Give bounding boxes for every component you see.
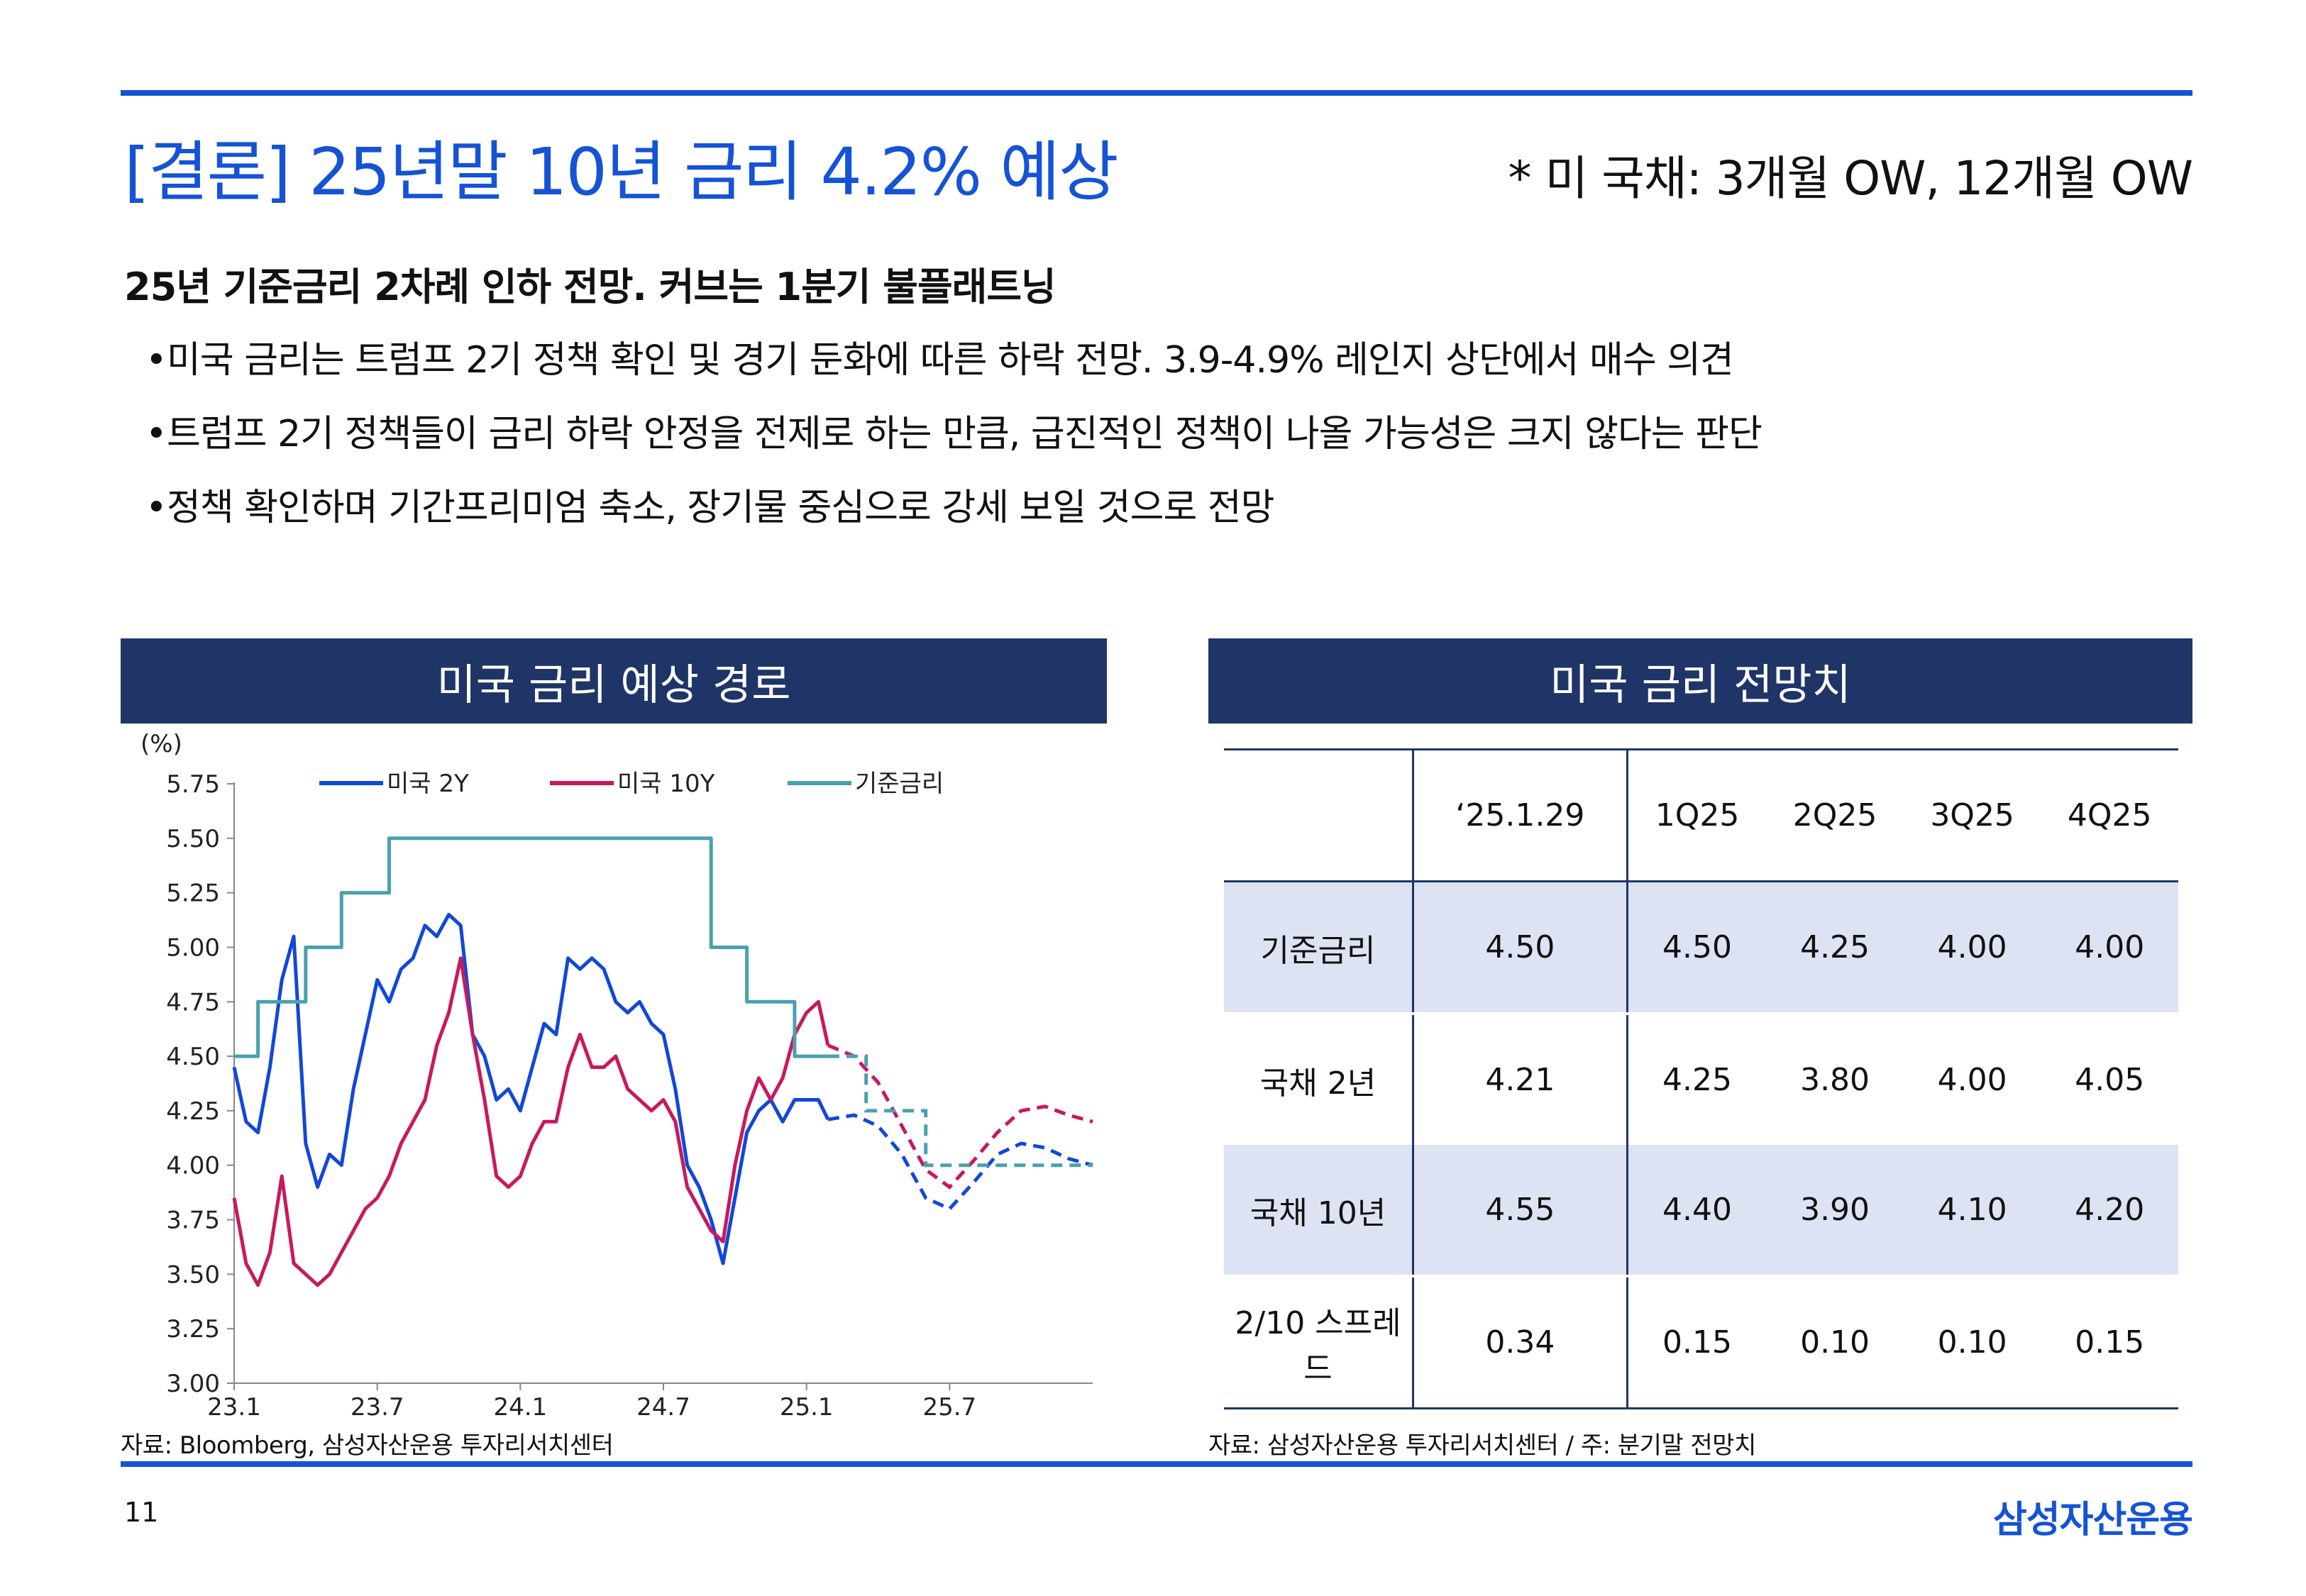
- table-cell: 4.25: [1766, 881, 1904, 1015]
- y-tick-label: 5.25: [166, 880, 220, 908]
- table-cell: 3.80: [1800, 1062, 1870, 1098]
- table-cell: 4.50: [1627, 881, 1767, 1015]
- column-header: ‘25.1.29: [1413, 748, 1628, 882]
- y-tick-label: 3.00: [166, 1370, 220, 1398]
- table-row: 기준금리 4.50 4.50 4.25 4.00 4.00: [1224, 881, 2178, 1015]
- series-forecast-line: [827, 1054, 1093, 1168]
- table-cell: 3.90: [1766, 1145, 1904, 1278]
- y-tick-label: 3.75: [166, 1207, 220, 1235]
- legend-label: 기준금리: [855, 770, 944, 798]
- table-panel-header: 미국 금리 전망치: [1208, 638, 2192, 724]
- table-row: 국채 2년 4.21 4.25 3.80 4.00 4.05: [1224, 1014, 2178, 1145]
- row-label: 기준금리: [1224, 881, 1414, 1015]
- table-cell: 4.50: [1413, 881, 1628, 1015]
- table-cell: 4.40: [1627, 1145, 1767, 1278]
- x-tick-label: 25.7: [922, 1393, 976, 1422]
- chart-legend: 미국 2Y 미국 10Y 기준금리: [319, 770, 944, 798]
- bullet-symbol: •: [145, 413, 167, 455]
- table-cell: 4.21: [1413, 1014, 1628, 1145]
- table-cell: 4.00: [1937, 1062, 2007, 1098]
- recommendation-note: * 미 국채: 3개월 OW, 12개월 OW: [1508, 151, 2193, 206]
- table-cell: 4.55: [1413, 1145, 1628, 1278]
- x-tick-label: 23.7: [351, 1393, 404, 1422]
- table-source: 자료: 삼성자산운용 투자리서치센터 / 주: 분기말 전망치: [1208, 1431, 1756, 1460]
- bullet-text: 미국 금리는 트럼프 2기 정책 확인 및 경기 둔화에 따른 하락 전망. 3…: [167, 339, 1734, 382]
- summary-subtitle: 25년 기준금리 2차례 인하 전망. 커브는 1분기 불플래트닝: [124, 265, 1057, 309]
- y-tick-label: 4.00: [166, 1152, 220, 1180]
- series-actual-line: [232, 956, 830, 1287]
- table-cell: 0.10: [1903, 1276, 2041, 1409]
- table-row: 2/10 스프레드 0.34 0.15 0.10 0.10 0.15: [1224, 1276, 2178, 1409]
- chart-panel-header: 미국 금리 예상 경로: [121, 638, 1107, 724]
- bullet-text: 정책 확인하며 기간프리미엄 축소, 장기물 중심으로 강세 보일 것으로 전망: [167, 487, 1274, 529]
- table-cell: 4.05: [2075, 1062, 2145, 1098]
- table-cell: 4.25: [1662, 1062, 1732, 1098]
- series-forecast-line: [827, 1113, 1093, 1212]
- y-tick-label: 5.75: [166, 770, 220, 799]
- row-label: 국채 10년: [1224, 1145, 1414, 1278]
- table-cell: 0.34: [1413, 1276, 1628, 1409]
- chart-lines: [232, 836, 1093, 1287]
- header-corner: [1224, 748, 1414, 882]
- table-cell: 4.10: [1903, 1145, 2041, 1278]
- series-actual-line: [232, 912, 830, 1265]
- page-title: [결론] 25년말 10년 금리 4.2% 예상: [124, 134, 1119, 210]
- y-axis-unit: (%): [140, 730, 182, 758]
- table-row: 국채 10년 4.55 4.40 3.90 4.10 4.20: [1224, 1145, 2178, 1278]
- bullet-item: •미국 금리는 트럼프 2기 정책 확인 및 경기 둔화에 따른 하락 전망. …: [145, 330, 1762, 404]
- rate-path-chart: (%) 5.75 5.50 5.25 5.00 4.75 4.50 4.25 4.00 3.75 3…: [140, 730, 1093, 1422]
- company-logo: 삼성자산운용: [1992, 1499, 2193, 1541]
- legend-label: 미국 2Y: [387, 770, 469, 798]
- bullet-item: •트럼프 2기 정책들이 금리 하락 안정을 전제로 하는 만큼, 급진적인 정…: [145, 404, 1762, 477]
- column-header: 4Q25: [2041, 748, 2178, 882]
- y-tick-label: 5.50: [166, 825, 220, 853]
- table-cell: 0.10: [1766, 1276, 1904, 1409]
- y-tick-label: 3.50: [166, 1260, 220, 1289]
- series-forecast-line: [827, 1043, 1093, 1190]
- table-cell: 4.00: [2041, 881, 2178, 1015]
- bullet-symbol: •: [145, 487, 167, 529]
- x-tick-label: 23.1: [207, 1393, 261, 1422]
- series-actual-line: [234, 836, 828, 1058]
- x-tick-label: 25.1: [780, 1393, 834, 1422]
- bottom-rule: [121, 1461, 2192, 1467]
- chart-axes: (%) 5.75 5.50 5.25 5.00 4.75 4.50 4.25 4.00 3.75 3…: [140, 730, 1093, 1422]
- table-header-row: ‘25.1.29 1Q25 2Q25 3Q25 4Q25: [1224, 748, 2178, 882]
- y-tick-label: 4.50: [166, 1043, 220, 1071]
- row-label: 국채 2년: [1224, 1014, 1414, 1145]
- bullet-text: 트럼프 2기 정책들이 금리 하락 안정을 전제로 하는 만큼, 급진적인 정책…: [167, 413, 1762, 455]
- summary-bullets: •미국 금리는 트럼프 2기 정책 확인 및 경기 둔화에 따른 하락 전망. …: [145, 330, 1762, 551]
- x-tick-label: 24.1: [493, 1393, 547, 1422]
- y-tick-label: 3.25: [166, 1315, 220, 1343]
- row-label: 2/10 스프레드: [1224, 1276, 1414, 1409]
- y-tick-label: 4.25: [166, 1097, 220, 1126]
- x-tick-label: 24.7: [636, 1393, 690, 1422]
- chart-source: 자료: Bloomberg, 삼성자산운용 투자리서치센터: [121, 1431, 614, 1460]
- forecast-table: ‘25.1.29 1Q25 2Q25 3Q25 4Q25 기준금리 4.50 4…: [1224, 748, 2178, 1409]
- column-header: 3Q25: [1903, 748, 2041, 882]
- table-cell: 0.15: [2041, 1276, 2178, 1409]
- page-number: 11: [124, 1497, 159, 1528]
- y-tick-label: 5.00: [166, 933, 220, 962]
- bullet-symbol: •: [145, 339, 167, 382]
- column-header: 1Q25: [1627, 748, 1767, 882]
- table-cell: 4.00: [1903, 881, 2041, 1015]
- top-rule: [121, 90, 2192, 96]
- table-cell: 4.20: [2041, 1145, 2178, 1278]
- table-cell: 0.15: [1627, 1276, 1767, 1409]
- legend-label: 미국 10Y: [617, 770, 715, 798]
- column-header: 2Q25: [1766, 748, 1904, 882]
- bullet-item: •정책 확인하며 기간프리미엄 축소, 장기물 중심으로 강세 보일 것으로 전…: [145, 477, 1762, 551]
- y-tick-label: 4.75: [166, 988, 220, 1016]
